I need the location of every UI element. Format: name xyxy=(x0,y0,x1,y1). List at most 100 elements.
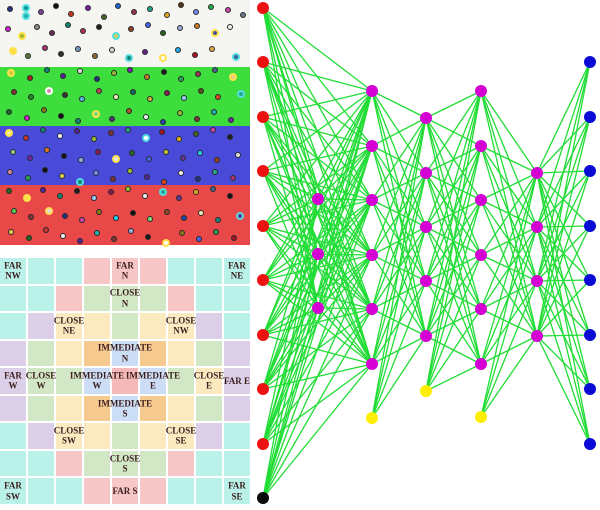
network-edge xyxy=(536,335,591,445)
scatter-dot xyxy=(176,195,182,201)
scatter-dot xyxy=(231,235,237,241)
scatter-dot xyxy=(210,127,216,133)
scatter-dot xyxy=(60,73,66,79)
network-edge xyxy=(371,117,427,365)
scatter-dot xyxy=(74,128,80,134)
network-edge xyxy=(262,90,373,227)
scatter-dot xyxy=(27,75,33,81)
scatter-dot xyxy=(225,7,231,13)
network-edge xyxy=(317,145,373,309)
scatter-dot xyxy=(23,135,29,141)
scatter-dot xyxy=(78,157,84,163)
grid-cell xyxy=(140,423,166,449)
network-edge xyxy=(371,117,427,201)
network-edge xyxy=(262,198,319,227)
network-edge xyxy=(425,90,482,228)
scatter-dot xyxy=(24,115,30,121)
output-layer-node xyxy=(584,111,596,123)
grid-cell xyxy=(28,395,54,422)
scatter-dot xyxy=(95,149,101,155)
network-edge xyxy=(425,90,482,119)
scatter-dot xyxy=(58,51,64,57)
scatter-dot xyxy=(142,193,148,199)
hidden-layer-3-node xyxy=(420,275,432,287)
scatter-dot xyxy=(131,9,137,15)
scatter-dot xyxy=(75,46,81,52)
scatter-dot xyxy=(227,193,233,199)
network-edge xyxy=(262,7,373,92)
grid-cell: FAR SE xyxy=(224,478,250,504)
grid-zone-label: FAR NW xyxy=(4,260,22,281)
grid-zone-label: FAR SW xyxy=(4,480,22,502)
grid-cell xyxy=(28,285,54,312)
hidden-layer-2-node xyxy=(366,85,378,97)
network-edge xyxy=(262,90,373,390)
scatter-dot xyxy=(212,169,218,175)
grid-cell xyxy=(28,340,54,367)
scatter-dot xyxy=(91,195,97,201)
scatter-dot xyxy=(235,211,244,220)
network-edge xyxy=(262,198,319,445)
scatter-dot xyxy=(178,170,184,176)
hidden-layer-3-node xyxy=(420,112,432,124)
scatter-dot xyxy=(93,170,99,176)
grid-cell: IMMEDIATE N xyxy=(98,340,152,367)
scatter-dot xyxy=(161,179,167,185)
scatter-dot xyxy=(101,14,107,20)
scatter-dot xyxy=(44,206,53,215)
scatter-dot xyxy=(164,12,170,18)
network-edge xyxy=(480,280,538,418)
network-edge xyxy=(536,170,591,337)
input-layer-bias-node xyxy=(257,492,269,504)
hidden-layer-5-node xyxy=(531,330,543,342)
scatter-dot xyxy=(129,150,135,156)
network-edge xyxy=(480,172,538,256)
grid-cell xyxy=(196,450,222,477)
scatter-dot xyxy=(181,95,187,101)
network-edge xyxy=(262,61,373,92)
scatter-dot xyxy=(6,109,12,115)
scatter-dot xyxy=(227,24,233,30)
grid-cell xyxy=(56,285,82,312)
network-edge xyxy=(480,172,538,310)
grid-zone-label: CLOSE NE xyxy=(53,315,85,336)
scatter-dot xyxy=(211,109,217,115)
grid-cell xyxy=(112,368,138,394)
scatter-dot xyxy=(40,127,46,133)
scatter-dot xyxy=(92,53,98,59)
scatter-dot xyxy=(143,114,149,120)
scatter-dot xyxy=(115,3,121,9)
scatter-dot xyxy=(240,12,246,18)
scatter-dot xyxy=(126,108,132,114)
scatter-dot xyxy=(196,236,202,242)
hidden-layer-4-node xyxy=(475,140,487,152)
grid-cell xyxy=(0,340,26,367)
input-layer-node xyxy=(257,438,269,450)
grid-cell: CLOSE E xyxy=(194,368,224,394)
scatter-dot xyxy=(22,193,31,202)
scatter-dot xyxy=(164,90,170,96)
grid-zone-label: CLOSE N xyxy=(109,287,141,309)
scatter-dot xyxy=(198,88,204,94)
grid-cell xyxy=(0,450,26,477)
scatter-dot xyxy=(236,89,245,98)
scatter-dot xyxy=(130,210,136,216)
scatter-dot xyxy=(26,235,32,241)
grid-cell xyxy=(196,313,222,339)
scatter-dot xyxy=(77,238,83,244)
hidden-layer-4-node xyxy=(475,249,487,261)
scatter-dot xyxy=(159,129,165,135)
hidden-layer-2-bias-node xyxy=(366,412,378,424)
grid-cell xyxy=(56,368,82,394)
scatter-dot xyxy=(6,188,12,194)
scatter-dot xyxy=(193,9,199,15)
scatter-dot xyxy=(42,167,48,173)
scatter-dot xyxy=(62,213,68,219)
neural-network-diagram xyxy=(257,2,596,504)
grid-cell xyxy=(0,395,26,422)
grid-cell xyxy=(84,395,110,422)
grid-cell xyxy=(224,450,250,477)
scatter-dot xyxy=(21,11,30,20)
grid-cell xyxy=(56,395,82,422)
scatter-dot xyxy=(128,228,134,234)
